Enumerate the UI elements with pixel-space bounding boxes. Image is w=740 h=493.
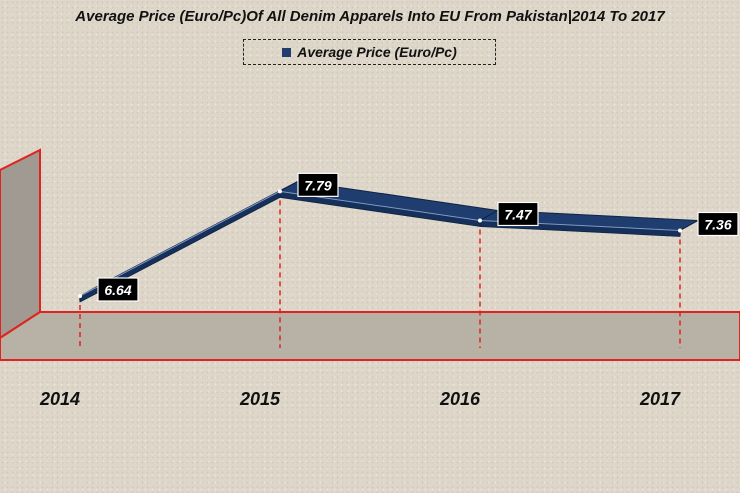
- data-label-2017: 7.36: [697, 211, 739, 237]
- chart-title: Average Price (Euro/Pc)Of All Denim Appa…: [75, 8, 665, 25]
- x-tick-label-2015: 2015: [239, 389, 281, 409]
- data-label-text: 7.36: [704, 216, 731, 232]
- data-label-box: [697, 211, 739, 237]
- data-point-2017: [678, 228, 682, 233]
- data-label-2014: 6.64: [97, 277, 139, 302]
- data-label-2016: 7.47: [497, 201, 539, 227]
- x-tick-label-2016: 2016: [439, 389, 481, 409]
- data-label-text: 7.79: [304, 177, 331, 193]
- legend-label: Average Price (Euro/Pc): [297, 44, 457, 60]
- data-point-2014: [78, 294, 82, 298]
- data-label-text: 7.47: [504, 206, 532, 222]
- data-point-2016: [478, 218, 482, 223]
- data-label-box: [297, 172, 339, 197]
- chart-floor: [0, 311, 740, 361]
- data-label-box: [97, 277, 139, 302]
- data-label-text: 6.64: [104, 282, 131, 298]
- chart-side-wall: [0, 148, 41, 340]
- data-label-box: [497, 201, 539, 227]
- data-point-2015: [278, 189, 282, 194]
- data-label-2015: 7.79: [297, 172, 339, 197]
- x-tick-label-2014: 2014: [39, 389, 80, 409]
- x-tick-label-2017: 2017: [639, 389, 681, 409]
- chart-legend: Average Price (Euro/Pc): [243, 39, 496, 65]
- legend-swatch: [282, 47, 292, 57]
